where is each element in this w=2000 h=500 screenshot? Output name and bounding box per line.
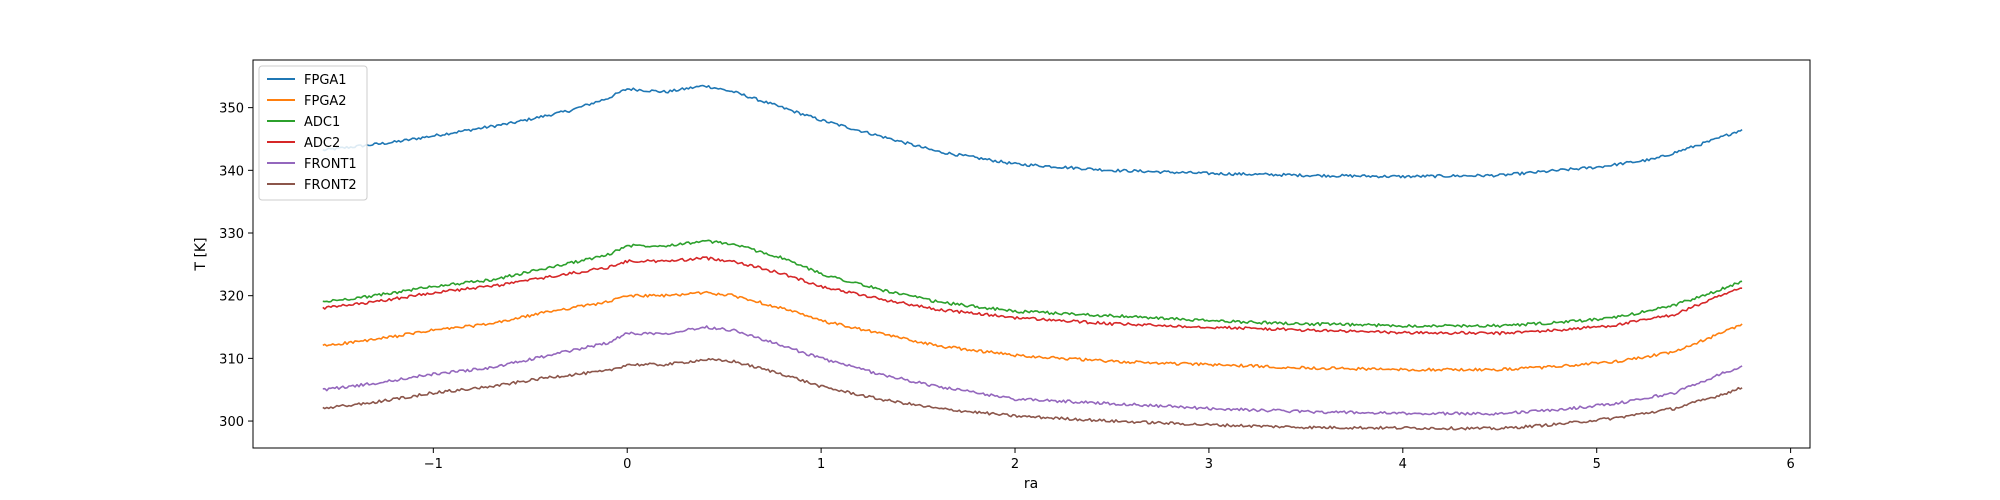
legend-label-adc2: ADC2 (304, 136, 340, 151)
series-line-front2 (322, 357, 1743, 431)
y-tick-label: 340 (219, 164, 244, 179)
legend-label-adc1: ADC1 (304, 115, 340, 130)
y-tick-label: 320 (219, 290, 244, 305)
y-tick-label: 330 (219, 227, 244, 242)
series-layer (322, 84, 1743, 431)
legend-label-front2: FRONT2 (304, 178, 357, 193)
legend-label-front1: FRONT1 (304, 157, 357, 172)
x-tick-label: 1 (817, 457, 825, 472)
x-tick-label: 2 (1011, 457, 1019, 472)
plot-frame (252, 59, 1811, 449)
x-axis: −1 0 1 2 3 4 5 6 (424, 448, 1795, 472)
x-tick-label: −1 (424, 457, 443, 472)
series-line-front1 (322, 325, 1743, 416)
y-tick-label: 350 (219, 102, 244, 117)
series-line-adc2 (322, 256, 1743, 336)
series-line-fpga1 (322, 84, 1743, 179)
legend-label-fpga2: FPGA2 (304, 94, 347, 109)
x-tick-label: 0 (623, 457, 631, 472)
x-tick-label: 3 (1205, 457, 1213, 472)
legend-label-fpga1: FPGA1 (304, 73, 347, 88)
y-axis: 300 310 320 330 340 350 (219, 102, 253, 430)
x-tick-label: 4 (1399, 457, 1407, 472)
legend: FPGA1 FPGA2 ADC1 ADC2 FRONT1 FRONT2 (258, 65, 368, 201)
x-tick-label: 6 (1786, 457, 1794, 472)
x-axis-label: ra (1024, 476, 1038, 492)
x-tick-label: 5 (1593, 457, 1601, 472)
series-line-adc1 (322, 239, 1743, 328)
y-axis-label: T [K] (193, 237, 209, 271)
y-tick-label: 300 (219, 415, 244, 430)
y-tick-label: 310 (219, 352, 244, 367)
series-line-fpga2 (322, 290, 1743, 372)
